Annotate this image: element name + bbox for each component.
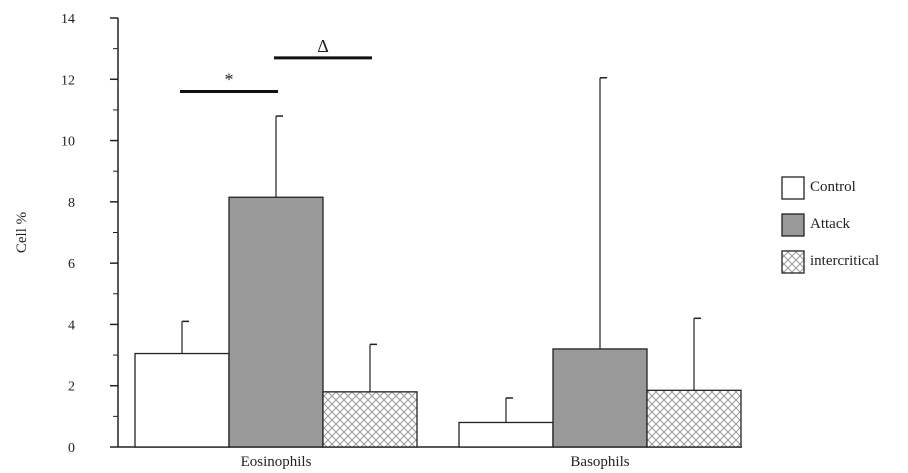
- significance-marker: Δ: [317, 36, 329, 56]
- error-bars: [181, 77, 701, 423]
- bar-control-eosinophils: [134, 352, 230, 448]
- y-tick-label: 8: [68, 196, 75, 211]
- bar-attack-basophils: [552, 348, 648, 448]
- y-tick-label: 2: [68, 380, 75, 395]
- bar-intercritical-basophils: [646, 389, 742, 448]
- bar-intercritical-eosinophils: [322, 391, 418, 448]
- significance-marker: *: [225, 70, 234, 90]
- legend-swatch-attack: [781, 213, 805, 237]
- y-tick-label: 12: [61, 73, 75, 88]
- bars: [134, 196, 742, 448]
- y-tick-label: 6: [68, 257, 75, 272]
- legend-label: Control: [810, 179, 856, 195]
- bar-attack-eosinophils: [228, 196, 324, 448]
- y-tick-label: 4: [68, 318, 75, 333]
- y-tick-label: 0: [68, 441, 75, 456]
- bar-control-basophils: [458, 421, 554, 448]
- legend-swatch-control: [781, 176, 805, 200]
- y-tick-label: 10: [61, 135, 75, 150]
- x-axis: Eosinophils Basophils: [118, 446, 742, 470]
- legend: Control Attack intercritical: [781, 176, 879, 274]
- category-label: Eosinophils: [241, 454, 312, 470]
- legend-swatch-intercritical: [781, 250, 805, 274]
- y-axis: 0 2 4 6 8 10 12 14: [61, 12, 119, 456]
- category-label: Basophils: [570, 454, 629, 470]
- legend-label: Attack: [810, 216, 850, 232]
- y-axis-title: Cell %: [14, 212, 30, 253]
- legend-label: intercritical: [810, 253, 879, 269]
- significance-annotations: *Δ: [180, 36, 372, 94]
- y-tick-label: 14: [61, 12, 75, 27]
